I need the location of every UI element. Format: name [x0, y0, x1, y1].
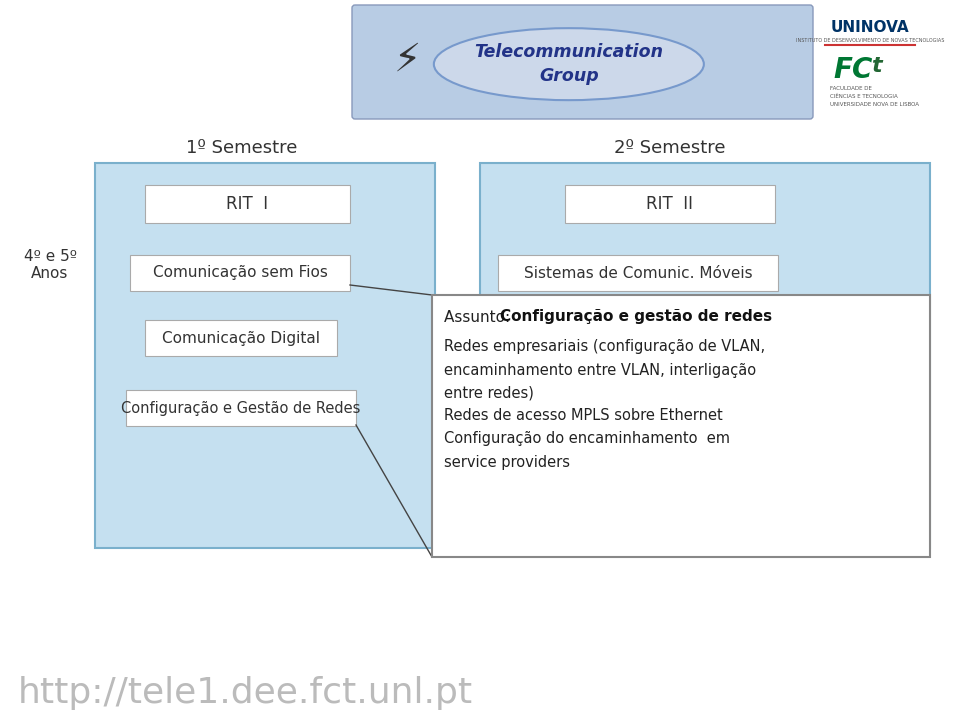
Text: RIT  I: RIT I — [226, 195, 269, 213]
Text: encaminhamento entre VLAN, interligação: encaminhamento entre VLAN, interligação — [444, 363, 756, 377]
Text: ⚡: ⚡ — [393, 41, 421, 79]
Text: http://tele1.dee.fct.unl.pt: http://tele1.dee.fct.unl.pt — [18, 676, 473, 710]
Text: Assunto:: Assunto: — [444, 310, 515, 325]
FancyBboxPatch shape — [126, 390, 356, 426]
Text: Configuração e Gestão de Redes: Configuração e Gestão de Redes — [121, 401, 361, 415]
Text: entre redes): entre redes) — [444, 386, 534, 401]
Text: service providers: service providers — [444, 455, 570, 470]
Text: Sistemas de Comunic. Móveis: Sistemas de Comunic. Móveis — [524, 265, 752, 280]
Text: Comunicação sem Fios: Comunicação sem Fios — [152, 265, 327, 280]
FancyBboxPatch shape — [95, 163, 435, 548]
Text: 4º e 5º
Anos: 4º e 5º Anos — [24, 249, 77, 281]
Text: Comunicação Digital: Comunicação Digital — [162, 331, 320, 346]
FancyBboxPatch shape — [498, 255, 778, 291]
Text: Telecommunication: Telecommunication — [475, 43, 664, 61]
Text: Redes de acesso MPLS sobre Ethernet: Redes de acesso MPLS sobre Ethernet — [444, 409, 723, 424]
Text: Group: Group — [539, 67, 598, 85]
Text: CIÊNCIAS E TECNOLOGIA: CIÊNCIAS E TECNOLOGIA — [830, 93, 898, 98]
Text: UNIVERSIDADE NOVA DE LISBOA: UNIVERSIDADE NOVA DE LISBOA — [830, 102, 919, 107]
Text: t: t — [871, 56, 881, 76]
Text: INSTITUTO DE DESENVOLVIMENTO DE NOVAS TECNOLOGIAS: INSTITUTO DE DESENVOLVIMENTO DE NOVAS TE… — [796, 39, 945, 44]
FancyBboxPatch shape — [130, 255, 350, 291]
Text: Configuração e gestão de redes: Configuração e gestão de redes — [500, 310, 772, 325]
Text: 2º Semestre: 2º Semestre — [615, 139, 726, 157]
Text: Configuração do encaminhamento  em: Configuração do encaminhamento em — [444, 432, 730, 447]
Text: UNINOVA: UNINOVA — [830, 21, 909, 36]
FancyBboxPatch shape — [565, 185, 775, 223]
Text: FC: FC — [833, 56, 873, 84]
Text: RIT  II: RIT II — [646, 195, 693, 213]
Text: Redes empresariais (configuração de VLAN,: Redes empresariais (configuração de VLAN… — [444, 340, 765, 354]
FancyBboxPatch shape — [145, 185, 350, 223]
Text: FACULDADE DE: FACULDADE DE — [830, 85, 872, 90]
FancyBboxPatch shape — [432, 295, 930, 557]
FancyBboxPatch shape — [480, 163, 930, 548]
FancyBboxPatch shape — [352, 5, 813, 119]
Ellipse shape — [433, 28, 704, 100]
Text: 1º Semestre: 1º Semestre — [186, 139, 297, 157]
FancyBboxPatch shape — [145, 320, 337, 356]
